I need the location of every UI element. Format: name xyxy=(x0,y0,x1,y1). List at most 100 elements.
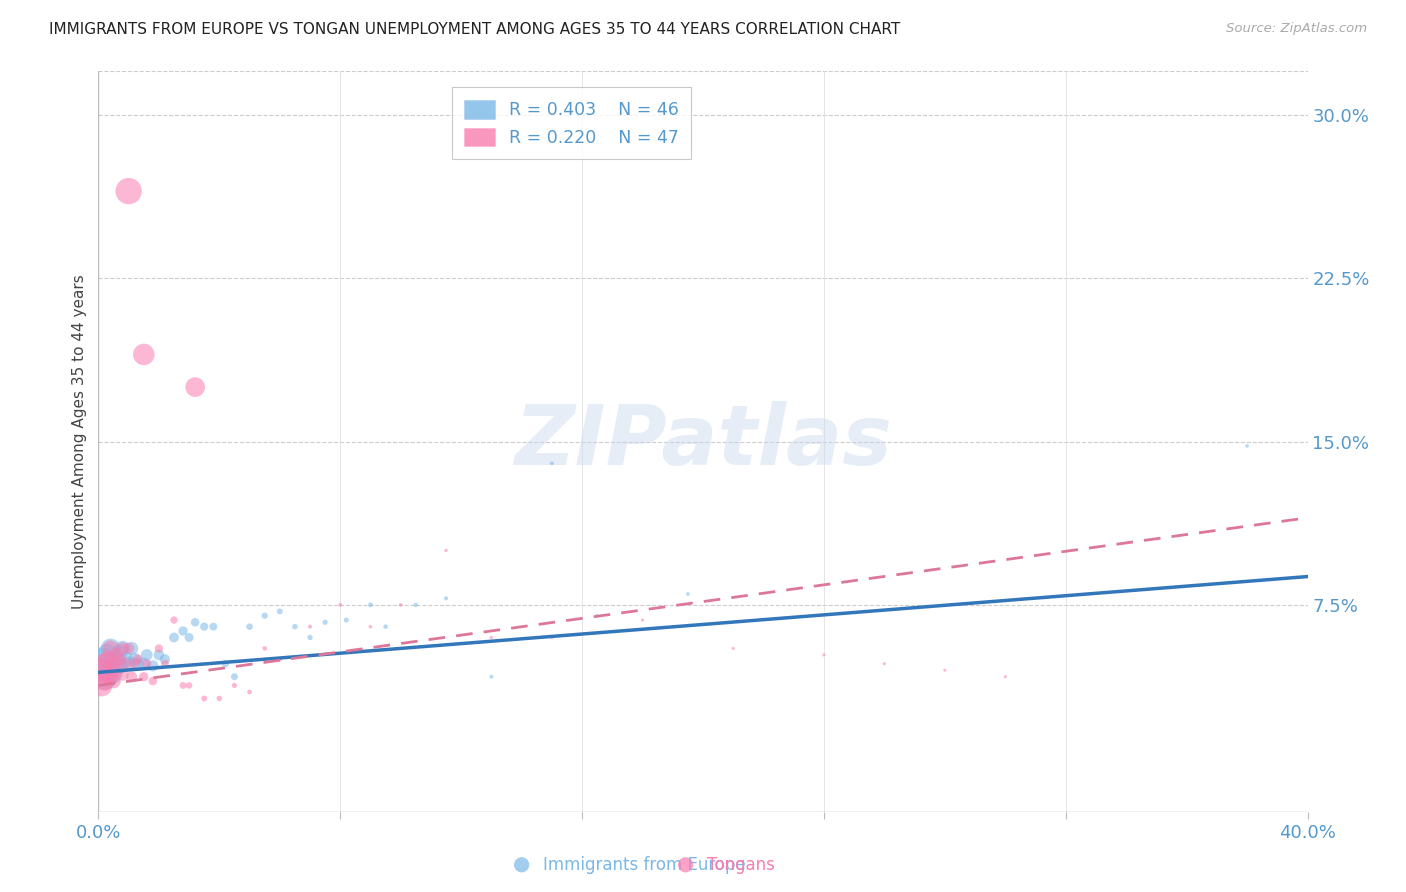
Point xyxy=(163,613,186,627)
Point xyxy=(214,657,236,671)
Point xyxy=(90,678,112,692)
Point xyxy=(118,641,141,656)
Point xyxy=(148,641,170,656)
Point xyxy=(90,663,112,677)
Point xyxy=(93,657,115,671)
Point xyxy=(184,615,207,630)
Point xyxy=(172,624,194,638)
Point xyxy=(434,591,457,606)
Point xyxy=(124,657,146,671)
Point xyxy=(586,608,609,623)
Point xyxy=(329,598,352,612)
Point xyxy=(96,648,118,662)
Point xyxy=(994,670,1017,684)
Point xyxy=(405,598,427,612)
Point xyxy=(118,184,141,198)
Point xyxy=(121,641,143,656)
Point xyxy=(224,678,246,692)
Point xyxy=(389,598,412,612)
Point xyxy=(103,674,125,689)
Point xyxy=(434,543,457,558)
Point xyxy=(118,657,141,671)
Point xyxy=(127,652,149,666)
Point xyxy=(132,670,155,684)
Point xyxy=(676,587,699,601)
Point xyxy=(224,670,246,684)
Point xyxy=(269,604,291,618)
Point xyxy=(96,667,118,681)
Point xyxy=(179,678,201,692)
Text: Tongans: Tongans xyxy=(707,855,775,874)
Point xyxy=(105,663,128,677)
Point xyxy=(934,663,956,677)
Point xyxy=(121,670,143,684)
Point xyxy=(124,652,146,666)
Point xyxy=(253,608,276,623)
Point xyxy=(90,657,112,671)
Point xyxy=(374,619,396,633)
Point xyxy=(96,652,118,666)
Point xyxy=(108,652,131,666)
Point xyxy=(675,858,697,872)
Point xyxy=(105,648,128,662)
Point xyxy=(96,661,118,675)
Point xyxy=(299,631,322,645)
Point xyxy=(153,652,176,666)
Point xyxy=(108,646,131,660)
Point xyxy=(100,663,122,677)
Legend: R = 0.403    N = 46, R = 0.220    N = 47: R = 0.403 N = 46, R = 0.220 N = 47 xyxy=(451,87,690,159)
Point xyxy=(284,619,307,633)
Point xyxy=(193,691,215,706)
Point xyxy=(510,858,533,872)
Point xyxy=(105,657,128,671)
Text: Source: ZipAtlas.com: Source: ZipAtlas.com xyxy=(1226,22,1367,36)
Point xyxy=(208,691,231,706)
Point xyxy=(202,619,225,633)
Point xyxy=(360,619,382,633)
Point xyxy=(108,658,131,673)
Point xyxy=(100,641,122,656)
Point xyxy=(135,648,157,662)
Point xyxy=(114,652,136,666)
Point xyxy=(111,641,134,656)
Point xyxy=(813,648,835,662)
Point xyxy=(239,619,262,633)
Point xyxy=(103,652,125,666)
Y-axis label: Unemployment Among Ages 35 to 44 years: Unemployment Among Ages 35 to 44 years xyxy=(72,274,87,609)
Point xyxy=(103,657,125,671)
Point xyxy=(114,657,136,671)
Text: ZIPatlas: ZIPatlas xyxy=(515,401,891,482)
Point xyxy=(631,613,654,627)
Point xyxy=(184,380,207,394)
Point xyxy=(103,667,125,681)
Point xyxy=(269,652,291,666)
Point xyxy=(540,631,562,645)
Point xyxy=(100,670,122,684)
Point xyxy=(142,658,165,673)
Point xyxy=(179,631,201,645)
Point xyxy=(481,631,503,645)
Text: Immigrants from Europe: Immigrants from Europe xyxy=(543,855,747,874)
Point xyxy=(723,641,745,656)
Point xyxy=(100,641,122,656)
Point xyxy=(253,641,276,656)
Point xyxy=(163,631,186,645)
Point xyxy=(314,615,336,630)
Text: IMMIGRANTS FROM EUROPE VS TONGAN UNEMPLOYMENT AMONG AGES 35 TO 44 YEARS CORRELAT: IMMIGRANTS FROM EUROPE VS TONGAN UNEMPLO… xyxy=(49,22,900,37)
Point xyxy=(360,598,382,612)
Point xyxy=(111,641,134,656)
Point xyxy=(153,657,176,671)
Point xyxy=(873,657,896,671)
Point xyxy=(132,347,155,361)
Point xyxy=(111,667,134,681)
Point xyxy=(172,678,194,692)
Point xyxy=(239,685,262,699)
Point xyxy=(148,648,170,662)
Point xyxy=(1236,439,1258,453)
Point xyxy=(540,456,562,470)
Point xyxy=(142,674,165,689)
Point xyxy=(127,657,149,671)
Point xyxy=(193,619,215,633)
Point xyxy=(93,670,115,684)
Point xyxy=(335,613,357,627)
